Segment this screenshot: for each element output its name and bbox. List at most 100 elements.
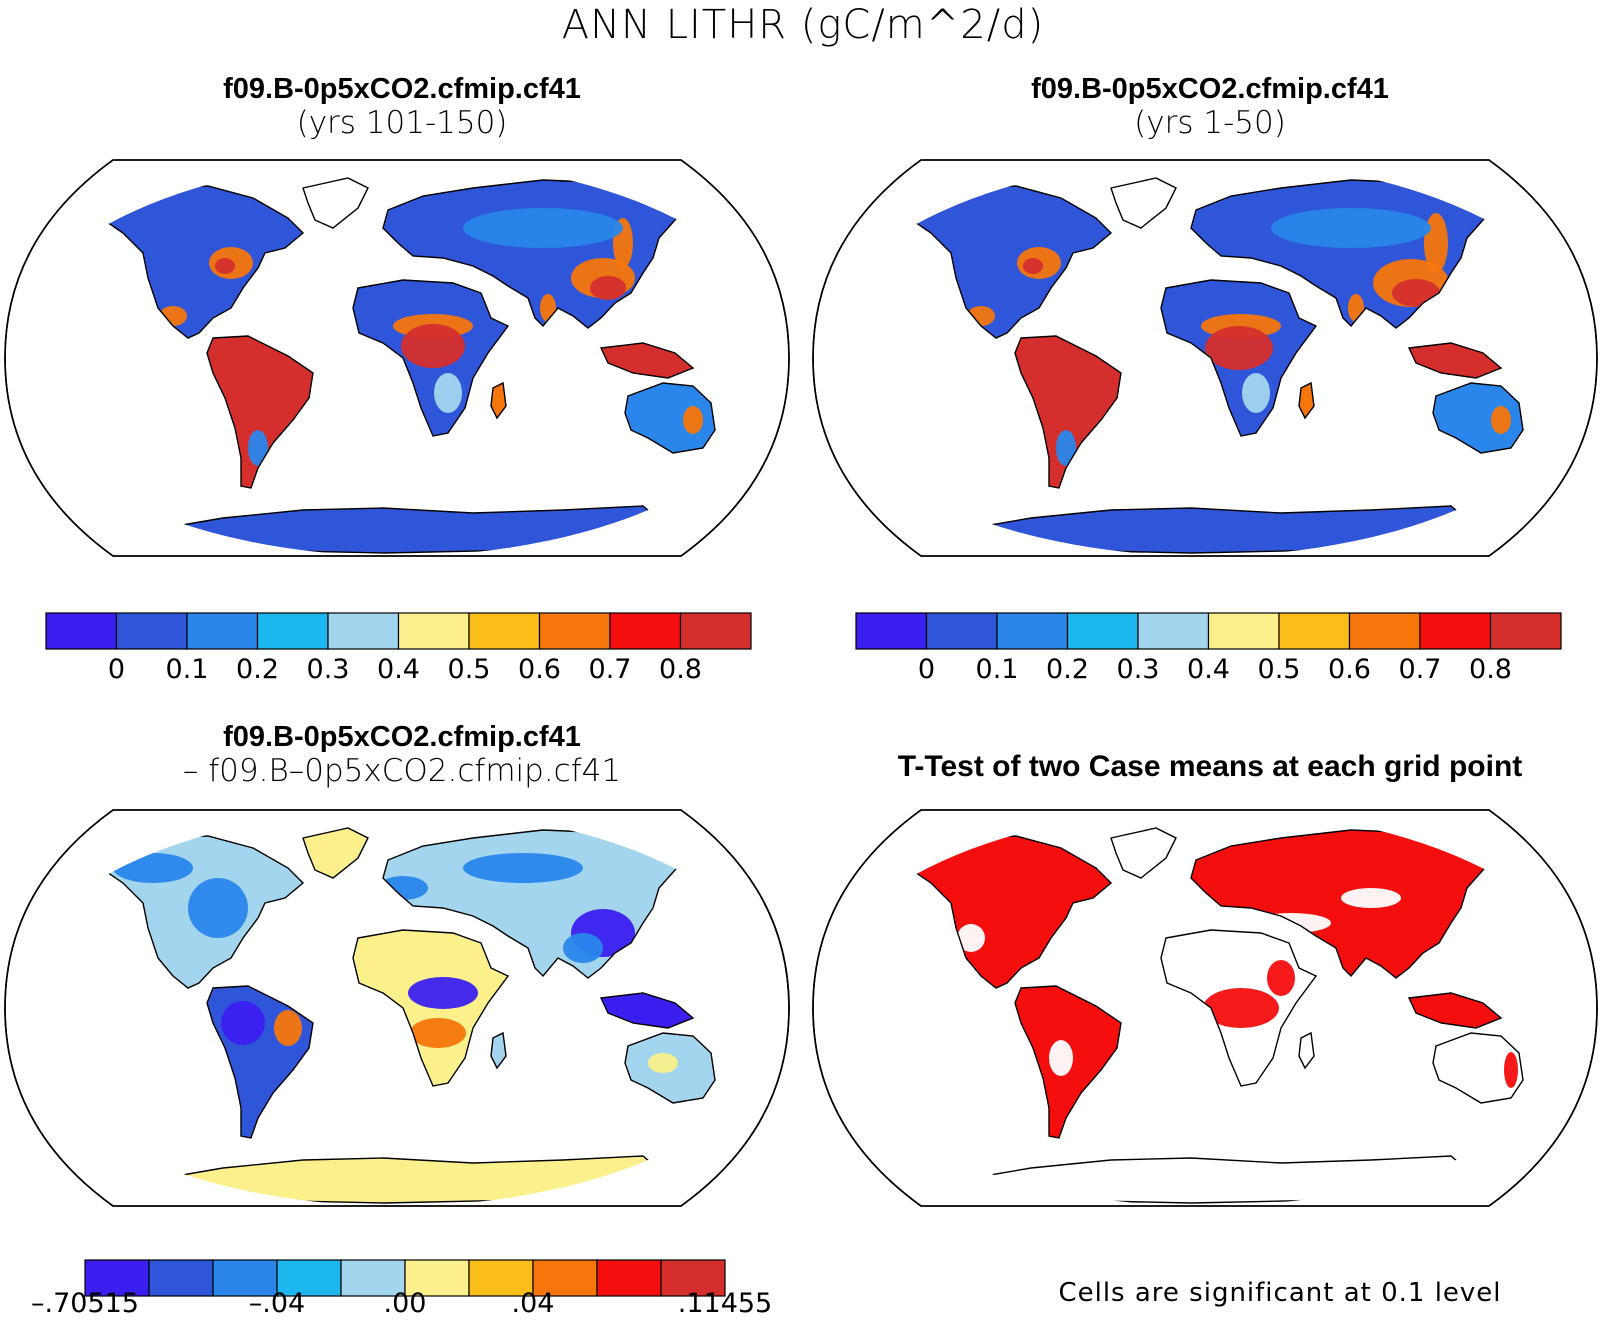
land-madagascar	[1299, 1033, 1314, 1068]
coastline-northAmerica	[905, 185, 1113, 339]
colorbar-swatch	[1066, 612, 1139, 650]
land-antarctica	[961, 506, 1471, 553]
colorbar-swatch	[532, 1259, 598, 1297]
colorbar-swatch	[397, 612, 470, 650]
colorbar-tick-label: 0.5	[1257, 654, 1301, 685]
land-greenland	[303, 828, 368, 878]
colorbar-tick-label: –.70515	[31, 1288, 139, 1319]
coastline-southAmerica	[1014, 985, 1122, 1139]
map-data-layer	[97, 827, 716, 1204]
land-greenland	[1111, 178, 1176, 228]
colorbar-swatch	[115, 612, 188, 650]
data-region	[1424, 213, 1448, 273]
coastline-greenland	[302, 177, 369, 229]
coastline-seAsia	[599, 992, 695, 1029]
colorbar-swatch	[1137, 612, 1210, 650]
coastline-africa	[352, 279, 510, 437]
coastline-australia	[624, 1032, 716, 1104]
colorbar-swatch	[276, 1259, 342, 1297]
panel-title-bottom-right: T-Test of two Case means at each grid po…	[830, 750, 1590, 784]
land-northAmerica	[98, 186, 303, 338]
data-region	[1271, 208, 1431, 248]
colorbar-top-left	[45, 612, 752, 650]
data-region	[1205, 326, 1273, 370]
colorbar-tick-label: 0.7	[1398, 654, 1442, 685]
colorbar-tick-label: 0	[917, 654, 936, 685]
map-data-layer	[905, 177, 1524, 554]
land-antarctica	[961, 1156, 1471, 1203]
coastline-africa	[352, 929, 510, 1087]
colorbar-swatch	[1348, 612, 1421, 650]
land-madagascar	[491, 1033, 506, 1068]
land-fill-layer	[98, 828, 715, 1203]
data-region	[434, 373, 462, 413]
colorbar-difference	[84, 1259, 726, 1297]
colorbar-tick-label: 0.3	[306, 654, 350, 685]
colorbar-swatch	[679, 612, 752, 650]
data-region	[237, 1048, 269, 1108]
data-region	[408, 977, 478, 1009]
coastline-southAmerica	[206, 985, 314, 1139]
colorbar-swatch	[925, 612, 998, 650]
land-madagascar	[1299, 383, 1314, 418]
data-region	[274, 1010, 302, 1046]
colorbar-swatch	[596, 1259, 662, 1297]
figure-title: ANN LITHR (gC/m^2/d)	[561, 2, 1045, 48]
colorbar-top-right	[855, 612, 1562, 650]
colorbar-tick-label: 0.1	[975, 654, 1019, 685]
colorbar-swatch	[186, 612, 259, 650]
data-region	[683, 406, 703, 434]
panel-title-top-right: f09.B-0p5xCO2.cfmip.cf41 (yrs 1-50)	[830, 72, 1590, 140]
colorbar-swatch	[1489, 612, 1562, 650]
coastline-australia	[1432, 1032, 1524, 1104]
coastline-northAmerica	[97, 185, 305, 339]
map-frame-outline	[4, 809, 790, 1207]
data-region	[1049, 1040, 1073, 1076]
data-region	[1056, 430, 1076, 466]
colorbar-swatch	[256, 612, 329, 650]
panel-title-bottom-left: f09.B-0p5xCO2.cfmip.cf41 – f09.B–0p5xCO2…	[22, 720, 782, 788]
colorbar-labels-top-left: 0 0.1 0.2 0.3 0.4 0.5 0.6 0.7 0.8	[46, 654, 751, 690]
data-region	[648, 1053, 678, 1073]
colorbar-swatch	[609, 612, 682, 650]
data-region	[1491, 406, 1511, 434]
map-panel-top-left	[4, 159, 790, 557]
panel-years: (yrs 101-150)	[296, 105, 508, 141]
data-region	[463, 853, 583, 883]
data-region	[563, 933, 603, 963]
colorbar-tick-label: 0.1	[165, 654, 209, 685]
colorbar-tick-label: 0.2	[1046, 654, 1089, 685]
panel-case-name: f09.B-0p5xCO2.cfmip.cf41	[223, 73, 581, 105]
colorbar-tick-label: 0.7	[588, 654, 632, 685]
colorbar-tick-label: .04	[511, 1288, 555, 1319]
colorbar-labels-difference: –.70515 –.04 .00 .04 .11455	[31, 1288, 772, 1324]
data-region	[257, 378, 289, 438]
map-data-layer	[905, 827, 1524, 1204]
coastline-southAmerica	[206, 335, 314, 489]
ttest-title: T-Test of two Case means at each grid po…	[897, 750, 1523, 783]
map-frame-outline	[4, 159, 790, 557]
data-region	[410, 1018, 466, 1048]
coastline-greenland	[1110, 827, 1177, 879]
land-australia	[1433, 1033, 1523, 1103]
coastline-madagascar	[1298, 1031, 1315, 1070]
colorbar-tick-label: .11455	[677, 1288, 773, 1319]
colorbar-swatch	[538, 612, 611, 650]
coastline-seAsia	[599, 342, 695, 379]
data-region	[401, 324, 465, 368]
colorbar-swatch	[84, 1259, 150, 1297]
data-region	[248, 430, 268, 466]
data-region	[590, 276, 626, 300]
map-data-layer	[97, 177, 716, 554]
colorbar-tick-label: 0.6	[518, 654, 561, 685]
colorbar-tick-label: 0.6	[1328, 654, 1371, 685]
panel-case-name: f09.B-0p5xCO2.cfmip.cf41	[1031, 73, 1389, 105]
data-region	[1201, 941, 1261, 965]
colorbar-swatch	[855, 612, 928, 650]
coastline-greenland	[302, 827, 369, 879]
colorbar-labels-top-right: 0 0.1 0.2 0.3 0.4 0.5 0.6 0.7 0.8	[856, 654, 1561, 690]
map-frame-outline	[812, 159, 1598, 557]
panel-title-top-left: f09.B-0p5xCO2.cfmip.cf41 (yrs 101-150)	[22, 72, 782, 140]
data-region	[1504, 1052, 1518, 1088]
significance-footnote: Cells are significant at 0.1 level	[1058, 1278, 1502, 1308]
